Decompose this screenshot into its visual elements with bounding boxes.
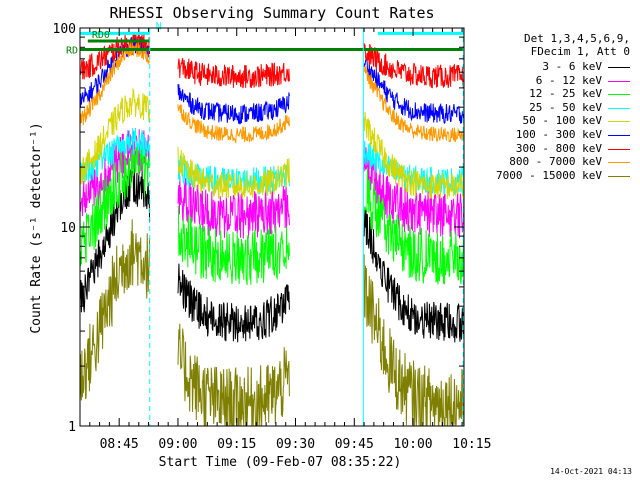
series-line	[363, 65, 465, 143]
series-line	[79, 167, 151, 313]
legend-item-swatch	[608, 162, 630, 164]
x-tick-label: 09:30	[276, 437, 315, 452]
series-line	[79, 87, 151, 185]
series-line	[363, 43, 465, 89]
x-tick-label: 10:15	[452, 437, 491, 452]
legend-item-label: 50 - 100 keV	[522, 114, 602, 128]
legend-item-label: 100 - 300 keV	[515, 128, 602, 141]
legend-header: Det 1,3,4,5,6,9,	[524, 32, 630, 45]
series-line	[177, 146, 290, 200]
series-layer	[79, 32, 465, 427]
series-line	[363, 206, 465, 343]
x-axis-label: Start Time (09-Feb-07 08:35:22)	[159, 455, 402, 470]
y-tick-label: 100	[53, 22, 76, 37]
legend-item-label: 800 - 7000 keV	[509, 155, 602, 169]
series-line	[177, 323, 290, 427]
legend-item-swatch	[608, 175, 630, 177]
series-line	[363, 254, 465, 427]
legend-item-label: 12 - 25 keV	[529, 87, 602, 101]
series-8	[79, 219, 465, 427]
x-tick-label: 10:00	[393, 437, 432, 452]
legend-item-swatch	[608, 135, 630, 136]
legend-item-swatch	[608, 148, 630, 150]
legend-item-swatch	[608, 107, 630, 109]
legend-item-swatch	[608, 80, 630, 82]
series-line	[177, 84, 290, 125]
x-tick-label: 09:00	[158, 437, 197, 452]
series-4	[79, 87, 465, 201]
series-line	[363, 140, 465, 196]
legend-item-swatch	[608, 94, 630, 96]
flag-label: N	[156, 21, 162, 32]
series-line	[177, 263, 290, 343]
series-line	[177, 58, 290, 89]
flag-label: RD	[66, 45, 78, 56]
series-2	[79, 140, 465, 286]
x-tick-label: 09:45	[335, 437, 374, 452]
series-line	[177, 175, 290, 239]
chart-title: RHESSI Observing Summary Count Rates	[109, 4, 434, 22]
legend-item-label: 7000 - 15000 keV	[496, 168, 602, 182]
y-axis-label: Count Rate (s⁻¹ detector⁻¹)	[29, 122, 44, 333]
y-tick-label: 10	[60, 221, 76, 236]
y-axis: 1 10 100	[53, 22, 464, 435]
series-line	[363, 168, 465, 285]
series-line	[363, 58, 465, 125]
x-axis: 08:45 09:00 09:15 09:30 09:45 10:00 10:15	[89, 28, 491, 452]
flag-label: RD0	[92, 30, 110, 41]
legend-item-swatch	[608, 121, 630, 123]
legend-item-label: 25 - 50 keV	[529, 100, 602, 114]
series-line	[79, 140, 151, 267]
x-tick-label: 08:45	[100, 437, 139, 452]
timestamp: 14-Oct-2021 04:13	[550, 467, 632, 476]
series-line	[177, 104, 290, 144]
series-7	[79, 42, 465, 144]
y-tick-label: 1	[68, 420, 76, 435]
series-line	[177, 205, 290, 286]
series-0	[79, 167, 465, 343]
legend-item-label: 300 - 800 keV	[515, 141, 602, 155]
x-tick-label: 09:15	[217, 437, 256, 452]
legend-item-label: 3 - 6 keV	[542, 60, 602, 73]
legend-item-label: 6 - 12 keV	[535, 73, 602, 87]
legend-item-swatch	[608, 67, 630, 68]
series-line	[79, 219, 151, 401]
legend-header: FDecim 1, Att 0	[530, 45, 630, 58]
series-line	[363, 147, 465, 239]
flag-bars: N RD0 RD	[66, 21, 464, 56]
series-line	[79, 42, 151, 126]
series-line	[363, 111, 465, 201]
